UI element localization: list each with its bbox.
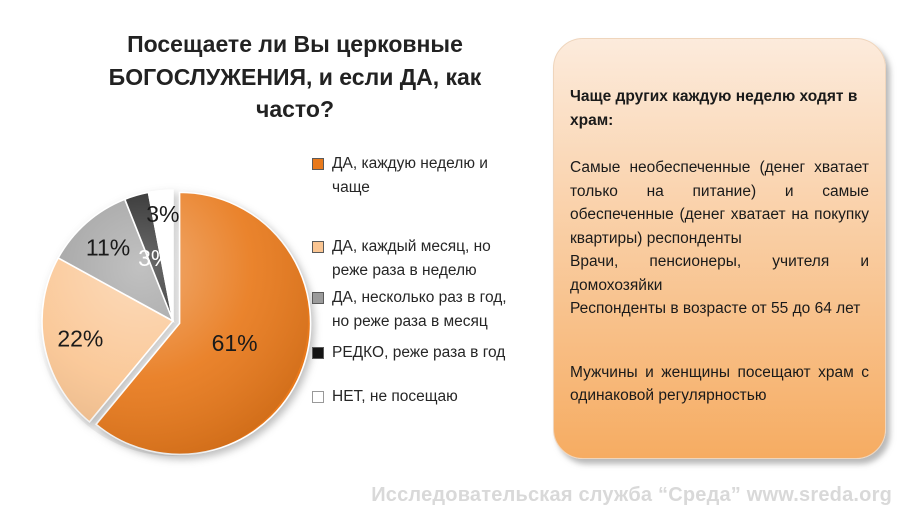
legend-swatch-rarely <box>312 346 324 359</box>
legend-item-never: НЕТ, не посещаю <box>312 385 524 409</box>
info-panel: Чаще других каждую неделю ходят в храм: … <box>553 38 886 459</box>
pie-data-label-4: 3% <box>146 201 179 227</box>
info-panel-paragraph: Врачи, пенсионеры, учителя и домохозяйки <box>570 253 869 294</box>
legend-swatch-weekly <box>312 158 324 170</box>
legend-swatch-never <box>312 391 324 404</box>
legend-item-weekly: ДА, каждую неделю и чаще <box>312 152 524 201</box>
pie-data-label-3: 3% <box>138 245 171 271</box>
chart-legend: ДА, каждую неделю и чаще ДА, каждый меся… <box>312 152 524 410</box>
legend-item-monthly: ДА, каждый месяц, но реже раза в неделю <box>312 235 524 284</box>
pie-data-label-2: 11% <box>86 234 130 260</box>
legend-item-rarely: РЕДКО, реже раза в год <box>312 341 524 365</box>
pie-gloss-overlay <box>38 186 308 456</box>
legend-item-yearly: ДА, несколько раз в год, но реже раза в … <box>312 286 524 335</box>
info-panel-paragraph: Мужчины и женщины посещают храм с одинак… <box>570 363 869 405</box>
legend-label: ДА, каждый месяц, но реже раза в неделю <box>332 237 491 280</box>
legend-swatch-monthly <box>312 240 324 253</box>
legend-swatch-yearly <box>312 291 324 304</box>
info-panel-heading: Чаще других каждую неделю ходят в храм: <box>570 88 858 129</box>
chart-title: Посещаете ли Вы церковные БОГОСЛУЖЕНИЯ, … <box>108 31 482 123</box>
legend-label: РЕДКО, реже раза в год <box>332 343 506 361</box>
pie-data-label-0: 61% <box>212 330 258 356</box>
info-panel-paragraph: Самые необеспеченные (денег хватает толь… <box>570 159 869 247</box>
info-panel-paragraph: Респонденты в возрасте от 55 до 64 лет <box>570 300 861 318</box>
pie-chart: 61% 22% 11% 3% 3% <box>30 181 316 465</box>
legend-label: ДА, каждую неделю и чаще <box>332 155 488 197</box>
pie-svg: 61% 22% 11% 3% 3% <box>38 186 312 456</box>
footer-credit: Исследовательская служба “Среда” www.sre… <box>371 484 892 506</box>
pie-data-label-1: 22% <box>57 326 103 352</box>
legend-label: НЕТ, не посещаю <box>332 388 458 406</box>
legend-label: ДА, несколько раз в год, но реже раза в … <box>332 288 507 331</box>
